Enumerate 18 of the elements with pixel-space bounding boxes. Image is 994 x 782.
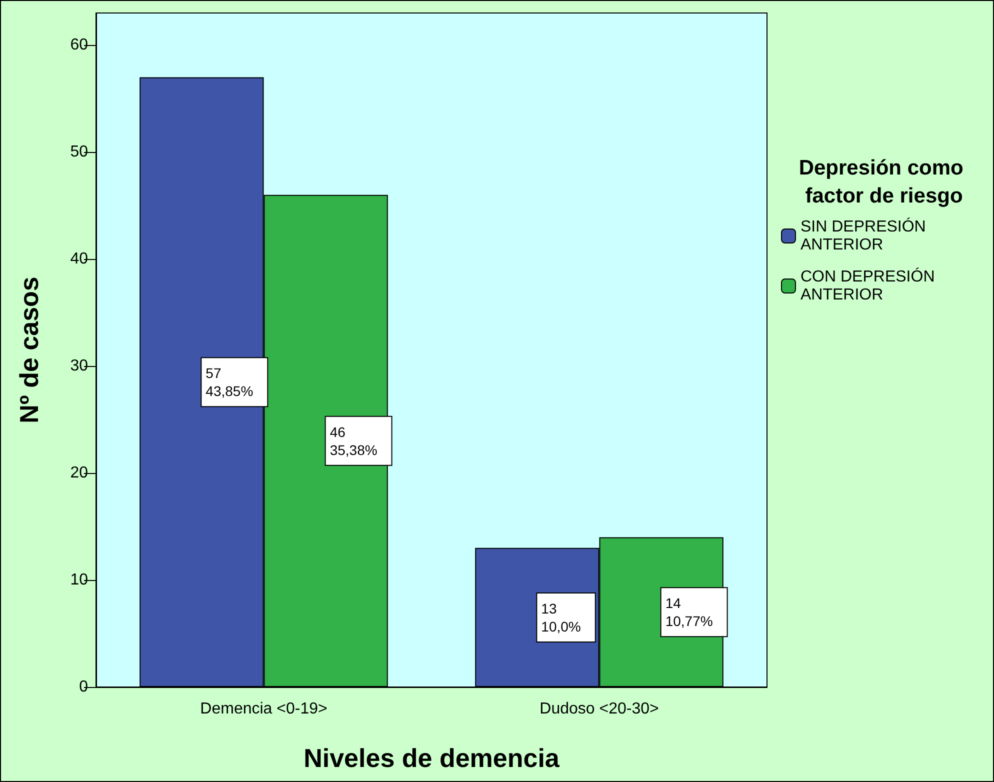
y-tick-label: 50 [70, 144, 88, 161]
data-label: 57 43,85% [206, 365, 254, 400]
y-tick-label: 40 [70, 250, 88, 268]
data-label: 14 10,77% [665, 595, 713, 630]
y-tick-label: 20 [70, 464, 88, 482]
data-label: 46 35,38% [330, 424, 378, 458]
y-axis-title: Nº de casos [14, 276, 44, 424]
legend-label: CON DEPRESIÓN ANTERIOR [800, 268, 940, 304]
y-tick-label: 10 [70, 572, 88, 589]
x-tick-label: Dudoso <20-30> [540, 700, 659, 718]
data-label: 13 10,0% [541, 600, 581, 634]
legend-title: Depresión como factor de riesgo [798, 156, 970, 208]
y-tick-label: 30 [70, 358, 88, 375]
legend-label: SIN DEPRESIÓN ANTERIOR [800, 218, 930, 254]
y-tick-label: 0 [79, 678, 88, 696]
x-tick-label: Demencia <0-19> [200, 700, 328, 718]
x-axis-title: Niveles de demencia [304, 743, 560, 773]
y-tick-label: 60 [70, 36, 88, 54]
